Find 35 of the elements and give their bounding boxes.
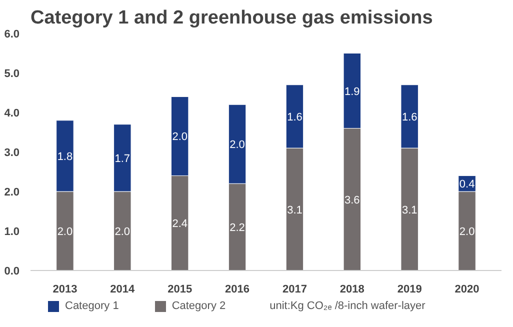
- x-tick-label: 2014: [110, 284, 136, 296]
- data-label: 2.4: [172, 218, 188, 230]
- data-label: 3.1: [402, 204, 418, 216]
- chart-title: Category 1 and 2 greenhouse gas emissions: [30, 8, 433, 28]
- data-label: 2.0: [172, 131, 188, 144]
- data-label: 1.7: [114, 152, 130, 165]
- data-label: 1.8: [57, 150, 73, 163]
- data-label: 3.1: [287, 204, 302, 216]
- x-tick-label: 2013: [52, 284, 78, 296]
- text: unit:Kg CO₂ₑ /8-inch wafer-layer: [270, 299, 426, 314]
- y-tick-label: 3.0: [4, 147, 20, 159]
- x-tick-label: 2017: [282, 284, 307, 296]
- data-label: 1.9: [344, 86, 360, 98]
- data-label: 2.0: [459, 226, 475, 238]
- x-tick-label: 2018: [340, 284, 364, 296]
- y-tick-label: 2.0: [4, 186, 20, 198]
- x-tick-label: 2019: [397, 284, 422, 296]
- data-label: 1.6: [287, 111, 302, 124]
- data-label: 2.0: [230, 139, 245, 152]
- data-label: 1.6: [402, 111, 418, 124]
- y-tick-label: 1.0: [4, 226, 20, 238]
- y-tick-label: 5.0: [4, 68, 20, 80]
- data-label: 3.6: [344, 194, 360, 206]
- legend-label: Category 1: [65, 299, 119, 314]
- y-tick-label: 4.0: [4, 108, 20, 120]
- x-tick-label: 2015: [168, 284, 192, 296]
- data-label: 2.2: [230, 222, 245, 234]
- data-label: 2.0: [57, 226, 73, 238]
- y-tick-label: 6.0: [4, 28, 20, 40]
- x-tick-label: 2020: [454, 284, 480, 296]
- x-tick-label: 2016: [225, 284, 250, 296]
- data-label: 0.4: [459, 178, 475, 191]
- data-label: 2.0: [114, 226, 130, 238]
- y-tick-label: 0.0: [4, 266, 20, 278]
- legend-label: Category 2: [172, 299, 226, 314]
